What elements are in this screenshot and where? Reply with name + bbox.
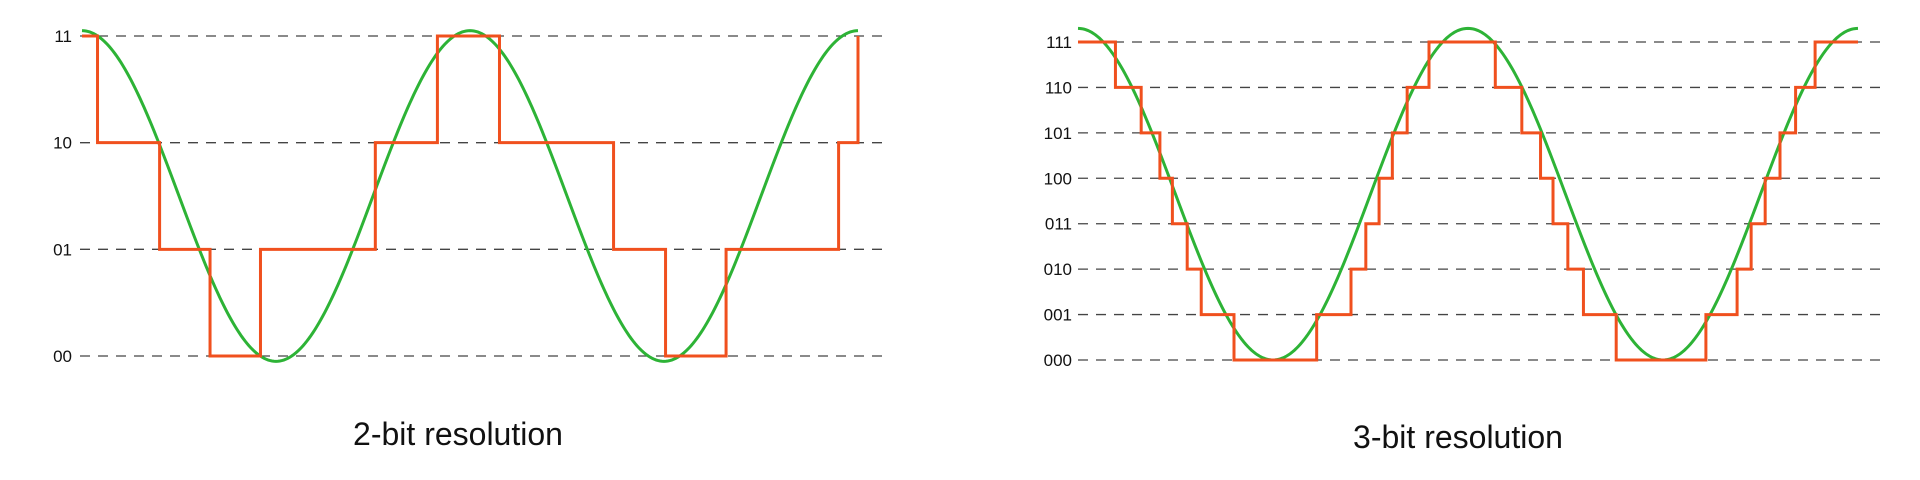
three-bit-level-label: 000: [1044, 351, 1072, 370]
three-bit-level-label: 011: [1045, 215, 1072, 234]
three-bit-analog-signal-line: [1077, 26, 1859, 362]
two-bit-level-label: 00: [53, 347, 72, 366]
three-bit-caption: 3-bit resolution: [1353, 419, 1563, 455]
two-bit-chart: 2-bit resolution 00 01 10 11: [53, 27, 885, 452]
three-bit-level-label: 100: [1044, 169, 1072, 188]
two-bit-level-label: 01: [53, 240, 72, 259]
three-bit-level-label: 101: [1044, 124, 1072, 143]
three-bit-quantized-signal-line: [1078, 40, 1858, 362]
two-bit-level-label: 11: [54, 27, 72, 46]
two-bit-quantized-signal-line: [82, 34, 860, 358]
three-bit-level-label: 001: [1044, 306, 1072, 325]
three-bit-chart: 3-bit resolution 000 001 010 011 100 101 110 11…: [1044, 26, 1885, 455]
three-bit-level-label: 010: [1044, 260, 1072, 279]
two-bit-caption: 2-bit resolution: [353, 416, 563, 452]
three-bit-level-label: 110: [1045, 78, 1072, 97]
three-bit-level-label: 111: [1046, 33, 1072, 52]
two-bit-analog-signal-line: [81, 29, 859, 363]
two-bit-level-label: 10: [53, 134, 72, 153]
